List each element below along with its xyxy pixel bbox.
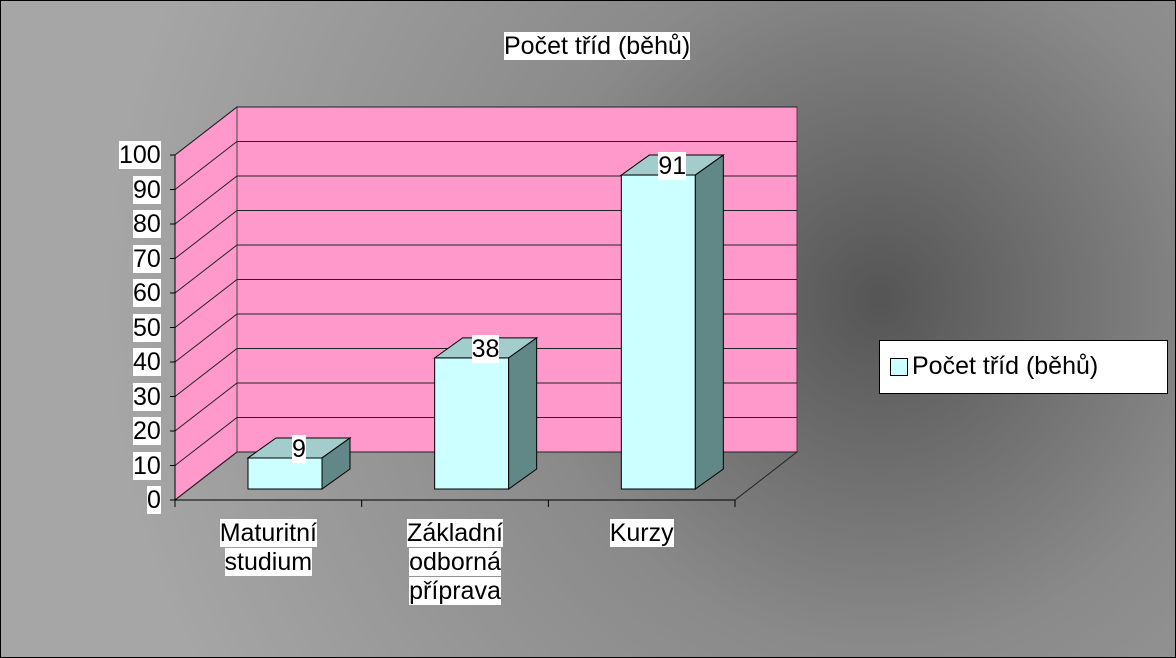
x-tick-label-box: Kurzy [567, 519, 717, 548]
bar-front [620, 174, 696, 490]
value-label: 9 [292, 434, 306, 463]
y-tick-label: 60 [133, 279, 161, 307]
y-tick-label-box: 40 [133, 348, 161, 377]
y-tick-label: 30 [133, 382, 161, 411]
legend-label: Počet tříd (běhů) [912, 352, 1099, 380]
value-label-box: 38 [471, 334, 500, 364]
x-tick-label-box: Maturitní studium [193, 519, 343, 577]
y-tick-label: 70 [133, 244, 161, 273]
chart-title-box: Počet tříd (běhů) [504, 32, 691, 61]
y-tick-label-box: 0 [147, 486, 161, 515]
grid-line [174, 348, 797, 397]
bar-side [321, 436, 351, 490]
grid-line [174, 451, 797, 501]
x-tick-label-box: Základní odborná příprava [380, 519, 530, 606]
grid-line [174, 175, 797, 225]
y-tick-label-box: 70 [133, 244, 161, 274]
y-tick-label: 10 [133, 451, 161, 480]
y-tick-label-box: 80 [133, 210, 161, 239]
x-tick-label: Maturitní studium [219, 519, 317, 576]
grid-line [174, 141, 797, 190]
grid-line [174, 382, 797, 432]
value-label: 91 [658, 152, 687, 181]
y-tick-label: 0 [147, 486, 161, 514]
y-tick-label: 20 [133, 417, 161, 445]
value-label-box: 91 [658, 152, 687, 181]
bar-side [508, 336, 538, 490]
chart-title: Počet tříd (běhů) [504, 32, 691, 60]
y-tick-label-box: 10 [133, 451, 161, 481]
y-tick-label: 80 [133, 210, 161, 238]
value-label-box: 9 [292, 434, 306, 464]
value-label: 38 [471, 334, 500, 363]
bar-side [694, 154, 724, 490]
y-tick-label-box: 20 [133, 417, 161, 446]
legend-swatch [890, 358, 908, 376]
y-tick-label-box: 50 [133, 313, 161, 343]
grid-line [174, 244, 797, 294]
bar-front [247, 457, 323, 490]
grid-line [174, 210, 797, 259]
y-tick-label: 40 [133, 348, 161, 376]
y-tick-label-box: 60 [133, 279, 161, 308]
y-tick-label: 90 [133, 175, 161, 204]
y-tick-label-box: 100 [119, 141, 161, 170]
grid-line [174, 417, 797, 466]
bar-front [434, 357, 510, 490]
x-tick-label: Kurzy [609, 519, 674, 547]
y-tick-label: 50 [133, 313, 161, 342]
grid-line [174, 106, 797, 156]
legend: Počet tříd (běhů) [879, 340, 1168, 394]
grid-line [174, 279, 797, 328]
y-tick-label-box: 90 [133, 175, 161, 205]
y-tick-label: 100 [119, 141, 161, 169]
x-tick-label: Základní odborná příprava [407, 519, 503, 605]
y-tick-label-box: 30 [133, 382, 161, 412]
grid-line [174, 313, 797, 363]
